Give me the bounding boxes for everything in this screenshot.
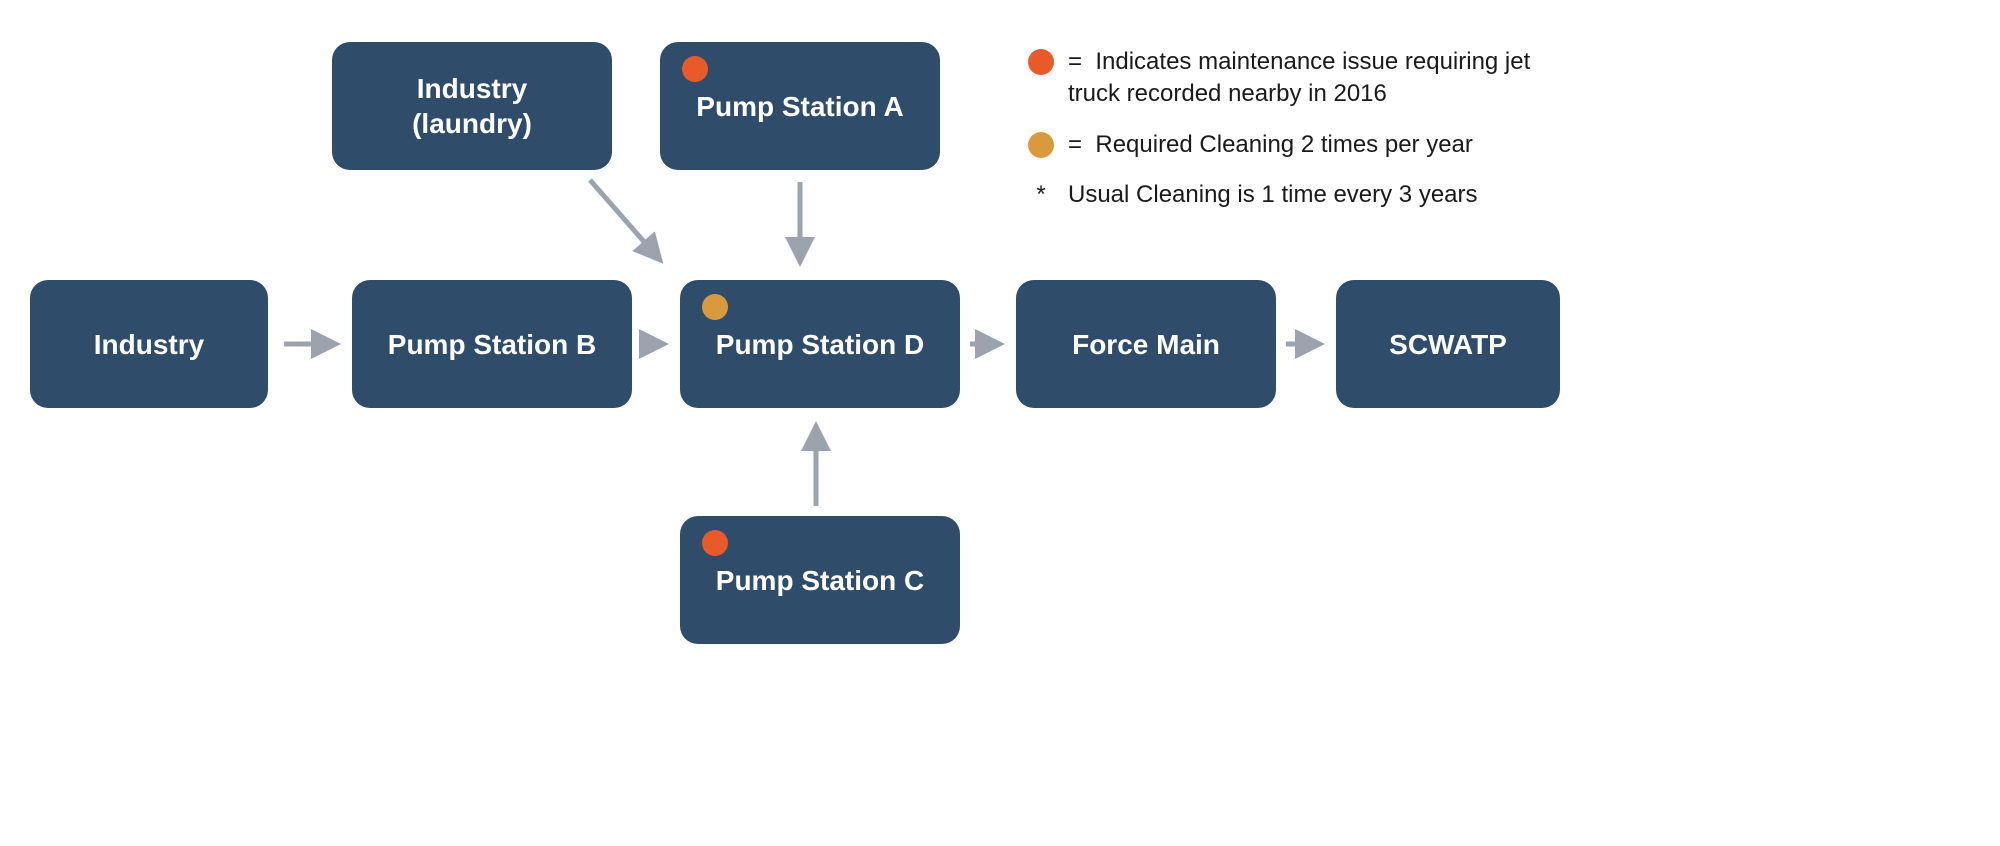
node-label: SCWATP [1389,327,1507,362]
legend-text: Required Cleaning 2 times per year [1095,131,1473,158]
node-label: Pump Station B [388,327,596,362]
legend-dot-icon [1028,132,1054,158]
node-label: Industry [94,327,204,362]
node-label: Industry (laundry) [412,71,532,141]
node-pump-station-c: Pump Station C [680,516,960,644]
legend-text: Usual Cleaning is 1 time every 3 years [1068,179,1478,211]
legend-prefix: = [1068,131,1082,158]
node-industry: Industry [30,280,268,408]
cleaning-indicator-icon [702,294,728,320]
node-label: Pump Station C [716,563,924,598]
node-industry-laundry: Industry (laundry) [332,42,612,170]
legend-asterisk-icon: * [1028,179,1054,211]
node-label: Pump Station D [716,327,924,362]
flow-arrows [0,0,2000,846]
node-pump-station-a: Pump Station A [660,42,940,170]
node-scwatp: SCWATP [1336,280,1560,408]
legend-text: Indicates maintenance issue requiring je… [1068,48,1530,107]
node-label: Force Main [1072,327,1220,362]
node-label: Pump Station A [696,89,903,124]
maintenance-indicator-icon [702,530,728,556]
legend-item-usual: * Usual Cleaning is 1 time every 3 years [1028,179,1578,211]
legend-prefix: = [1068,48,1082,75]
node-force-main: Force Main [1016,280,1276,408]
maintenance-indicator-icon [682,56,708,82]
node-pump-station-d: Pump Station D [680,280,960,408]
node-pump-station-b: Pump Station B [352,280,632,408]
legend-item-cleaning: = Required Cleaning 2 times per year [1028,129,1578,161]
legend: = Indicates maintenance issue requiring … [1028,46,1578,230]
legend-dot-icon [1028,49,1054,75]
legend-item-maintenance: = Indicates maintenance issue requiring … [1028,46,1578,111]
